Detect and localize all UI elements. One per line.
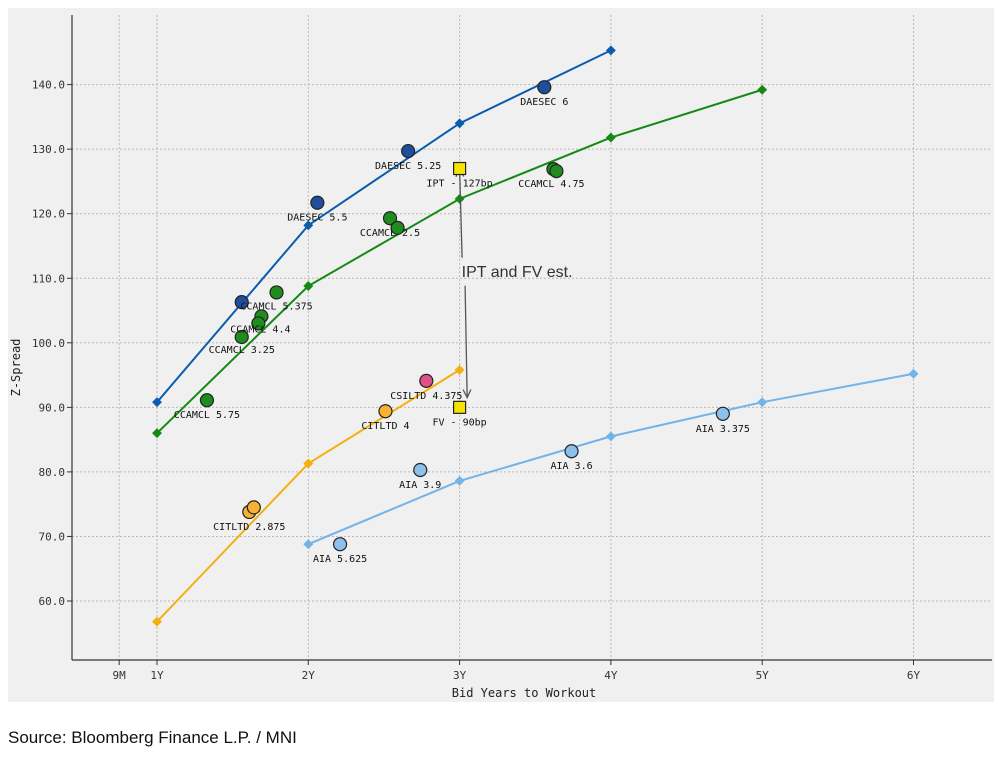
x-tick-label: 3Y [453,669,467,682]
point-label: IPT - 127bp [426,179,492,190]
annotation-arrow [464,285,468,398]
curve-marker [605,45,616,56]
estimate-marker [453,400,467,414]
point-label: DAESEC 6 [520,97,568,108]
point-label: CCAMCL 5.75 [174,410,240,421]
curve-marker [757,84,768,95]
point-label: CSILTD 4.375 [390,391,462,402]
point-label: CCAMCL 5.375 [240,301,312,312]
annotation-arrowhead [462,389,472,400]
bond-point [549,163,564,179]
annotation-arrow [458,168,463,258]
curve-marker [152,397,162,408]
bond-point [537,80,552,95]
y-tick-label: 130.0 [32,143,65,156]
curve-marker [605,431,616,442]
point-label: DAESEC 5.5 [287,213,347,224]
curve-marker [757,397,768,408]
estimate-marker [453,161,467,176]
point-label: DAESEC 5.25 [375,161,441,172]
point-label: CCAMCL 2.5 [360,228,420,239]
bond-point [251,316,266,331]
curve-marker [454,364,465,375]
bond-point [269,285,284,300]
bond-point [419,373,434,388]
point-label: CCAMCL 4.75 [518,179,584,190]
bond-point [401,143,416,159]
curve-marker [908,368,919,379]
y-tick-label: 80.0 [39,466,66,479]
bond-point [382,211,398,226]
source-note: Source: Bloomberg Finance L.P. / MNI [8,728,297,747]
bond-point [246,500,261,515]
bond-point [199,393,215,408]
point-label: AIA 3.375 [696,424,750,435]
curve-marker [152,428,162,439]
point-label: AIA 5.625 [313,554,367,565]
point-label: CITLTD 2.875 [213,522,285,533]
plot-panel [8,8,994,702]
point-label: CITLTD 4 [361,421,409,432]
point-label: AIA 3.6 [550,461,592,472]
bond-point [234,329,249,345]
curve-line [156,88,763,434]
y-tick-label: 100.0 [32,337,65,350]
x-tick-label: 2Y [302,669,316,682]
curve-marker [303,539,314,550]
point-label: CCAMCL 3.25 [209,345,275,356]
point-label: FV - 90bp [433,417,487,428]
point-label: AIA 3.9 [399,480,441,491]
bond-point [564,444,579,459]
curve-marker [454,193,465,204]
x-tick-label: 1Y [150,669,164,682]
z-spread-chart: 60.0 70.0 80.0 90.0 100.0 110.0 120.0 130.0 140.… [9,15,992,700]
curve-line [156,49,612,403]
curve-marker [152,616,162,627]
y-tick-label: 120.0 [32,208,65,221]
y-tick-label: 110.0 [32,272,65,285]
x-tick-label: 9M [113,669,127,682]
curve-marker [454,475,465,486]
curve-marker [303,458,314,469]
x-tick-label: 5Y [756,669,770,682]
y-tick-label: 90.0 [39,401,66,414]
curve-marker [303,281,314,291]
y-tick-label: 60.0 [39,595,66,608]
x-tick-label: 6Y [907,669,921,682]
point-label: CCAMCL 4.4 [230,324,290,335]
curve-marker [303,220,314,231]
x-axis-title: Bid Years to Workout [452,686,597,700]
annotation-text: IPT and FV est. [462,264,573,281]
curve-marker [605,132,616,143]
y-axis-title: Z-Spread [9,339,23,397]
bond-point [715,406,730,421]
bond-point [390,220,405,236]
bond-point [310,195,325,210]
y-tick-label: 70.0 [39,530,66,543]
bond-point [413,462,428,478]
y-tick-label: 140.0 [32,79,65,92]
bond-point [378,404,393,419]
x-tick-label: 4Y [604,669,618,682]
bond-point [234,295,249,310]
bond-point [332,537,348,552]
